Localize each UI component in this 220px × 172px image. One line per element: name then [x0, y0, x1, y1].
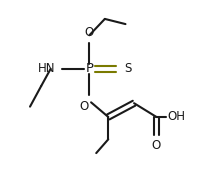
Text: OH: OH — [168, 110, 186, 123]
Text: S: S — [125, 62, 132, 75]
Text: HN: HN — [37, 62, 55, 75]
Text: O: O — [79, 100, 88, 113]
Text: P: P — [85, 62, 93, 75]
Text: O: O — [152, 139, 161, 152]
Text: O: O — [85, 26, 94, 39]
